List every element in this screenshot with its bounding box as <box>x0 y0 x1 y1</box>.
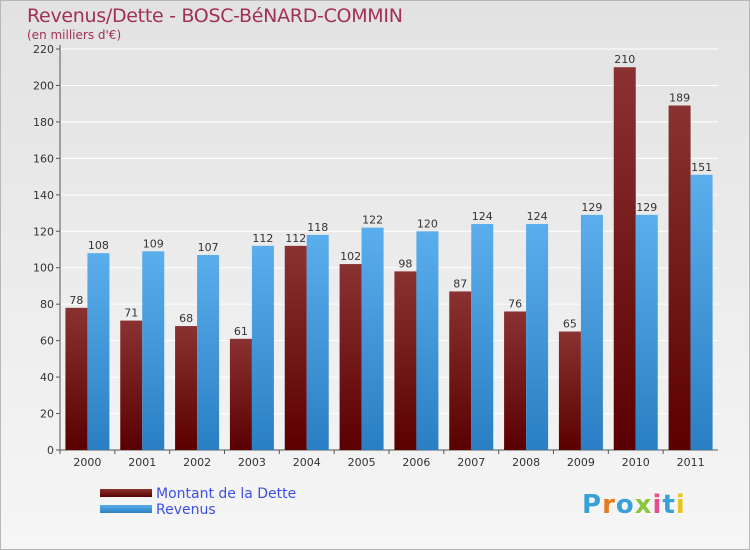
y-tick-label: 220 <box>33 43 54 56</box>
labels: 0 20 40 60 80 100 120 140 160 180 200 220 78 108 2000 7… <box>33 43 712 469</box>
data-label-revenus-2004: 118 <box>307 221 328 234</box>
data-label-dette-2002: 68 <box>179 312 193 325</box>
logo-letter: x <box>634 490 653 520</box>
bar-dette-2009 <box>558 331 581 450</box>
data-label-revenus-2001: 109 <box>143 237 164 250</box>
bars <box>65 67 713 451</box>
x-tick-label-2001: 2001 <box>128 456 156 469</box>
data-label-dette-2007: 87 <box>453 277 467 290</box>
logo-letter: i <box>675 490 686 520</box>
bar-dette-2007 <box>449 291 472 450</box>
data-label-revenus-2008: 124 <box>527 210 548 223</box>
data-label-dette-2011: 189 <box>669 92 690 105</box>
y-tick-label: 120 <box>33 225 54 238</box>
data-label-revenus-2003: 112 <box>252 232 273 245</box>
data-label-revenus-2010: 129 <box>636 201 657 214</box>
y-tick-label: 100 <box>33 262 54 275</box>
bar-revenus-2010 <box>635 214 658 450</box>
y-tick-label: 200 <box>33 79 54 92</box>
data-label-dette-2008: 76 <box>508 297 522 310</box>
x-tick-label-2007: 2007 <box>457 456 485 469</box>
data-label-revenus-2005: 122 <box>362 214 383 227</box>
bar-dette-2000 <box>65 307 88 450</box>
x-tick-label-2000: 2000 <box>73 456 101 469</box>
x-tick-label-2010: 2010 <box>622 456 650 469</box>
bar-dette-2001 <box>120 320 143 450</box>
y-tick-label: 160 <box>33 152 54 165</box>
data-label-revenus-2009: 129 <box>581 201 602 214</box>
bar-revenus-2006 <box>416 231 439 450</box>
data-label-dette-2006: 98 <box>398 257 412 270</box>
legend-label-dette: Montant de la Dette <box>156 486 297 502</box>
bar-revenus-2001 <box>142 251 165 450</box>
y-tick-label: 180 <box>33 116 54 129</box>
data-label-dette-2004: 112 <box>285 232 306 245</box>
bar-revenus-2005 <box>361 227 384 450</box>
y-tick-label: 20 <box>40 408 54 421</box>
data-label-dette-2009: 65 <box>563 318 577 331</box>
logo-letter: P <box>582 490 603 520</box>
bar-dette-2010 <box>613 67 636 451</box>
bar-revenus-2004 <box>306 234 329 450</box>
y-tick-label: 140 <box>33 189 54 202</box>
data-label-dette-2000: 78 <box>69 294 83 307</box>
data-label-dette-2005: 102 <box>340 250 361 263</box>
bar-revenus-2007 <box>471 223 494 450</box>
data-label-revenus-2011: 151 <box>691 161 712 174</box>
y-tick-label: 60 <box>40 335 54 348</box>
data-label-dette-2010: 210 <box>614 53 635 66</box>
bar-revenus-2008 <box>526 223 549 450</box>
data-label-dette-2003: 61 <box>234 325 248 338</box>
legend-swatch-dette <box>100 489 152 497</box>
logo-letter: i <box>652 490 663 520</box>
bar-revenus-2009 <box>580 214 603 450</box>
bar-dette-2003 <box>229 338 252 450</box>
y-tick-label: 80 <box>40 298 54 311</box>
data-label-revenus-2006: 120 <box>417 217 438 230</box>
bar-chart: 0 20 40 60 80 100 120 140 160 180 200 220 78 108 2000 7… <box>33 43 718 469</box>
data-label-revenus-2007: 124 <box>472 210 493 223</box>
logo-letter: r <box>602 490 616 520</box>
data-label-revenus-2000: 108 <box>88 239 109 252</box>
y-tick-label: 0 <box>47 444 54 457</box>
bar-revenus-2003 <box>251 245 274 450</box>
bar-dette-2008 <box>504 311 527 450</box>
x-tick-label-2002: 2002 <box>183 456 211 469</box>
chart-subtitle: (en milliers d'€) <box>27 28 122 42</box>
x-tick-label-2008: 2008 <box>512 456 540 469</box>
logo-letter: o <box>615 490 635 520</box>
x-tick-label-2006: 2006 <box>402 456 430 469</box>
data-label-revenus-2002: 107 <box>198 241 219 254</box>
legend-swatch-revenus <box>100 505 152 513</box>
x-tick-label-2005: 2005 <box>348 456 376 469</box>
axes <box>56 45 718 454</box>
chart-title: Revenus/Dette - BOSC-BéNARD-COMMIN <box>27 5 403 27</box>
bar-dette-2005 <box>339 264 362 450</box>
bar-revenus-2002 <box>197 254 220 450</box>
bar-dette-2011 <box>668 105 691 450</box>
bar-dette-2004 <box>284 245 307 450</box>
bar-dette-2002 <box>175 326 198 450</box>
grid-lines <box>60 48 718 415</box>
x-tick-label-2003: 2003 <box>238 456 266 469</box>
y-tick-label: 40 <box>40 371 54 384</box>
x-tick-label-2009: 2009 <box>567 456 595 469</box>
bar-revenus-2011 <box>690 174 713 450</box>
x-tick-label-2004: 2004 <box>293 456 321 469</box>
logo-letter: t <box>662 490 676 520</box>
x-tick-label-2011: 2011 <box>677 456 705 469</box>
bar-revenus-2000 <box>87 253 110 450</box>
legend-label-revenus: Revenus <box>156 502 216 518</box>
data-label-dette-2001: 71 <box>124 307 138 320</box>
proxiti-logo: Proxiti <box>582 490 686 520</box>
bar-dette-2006 <box>394 271 417 450</box>
